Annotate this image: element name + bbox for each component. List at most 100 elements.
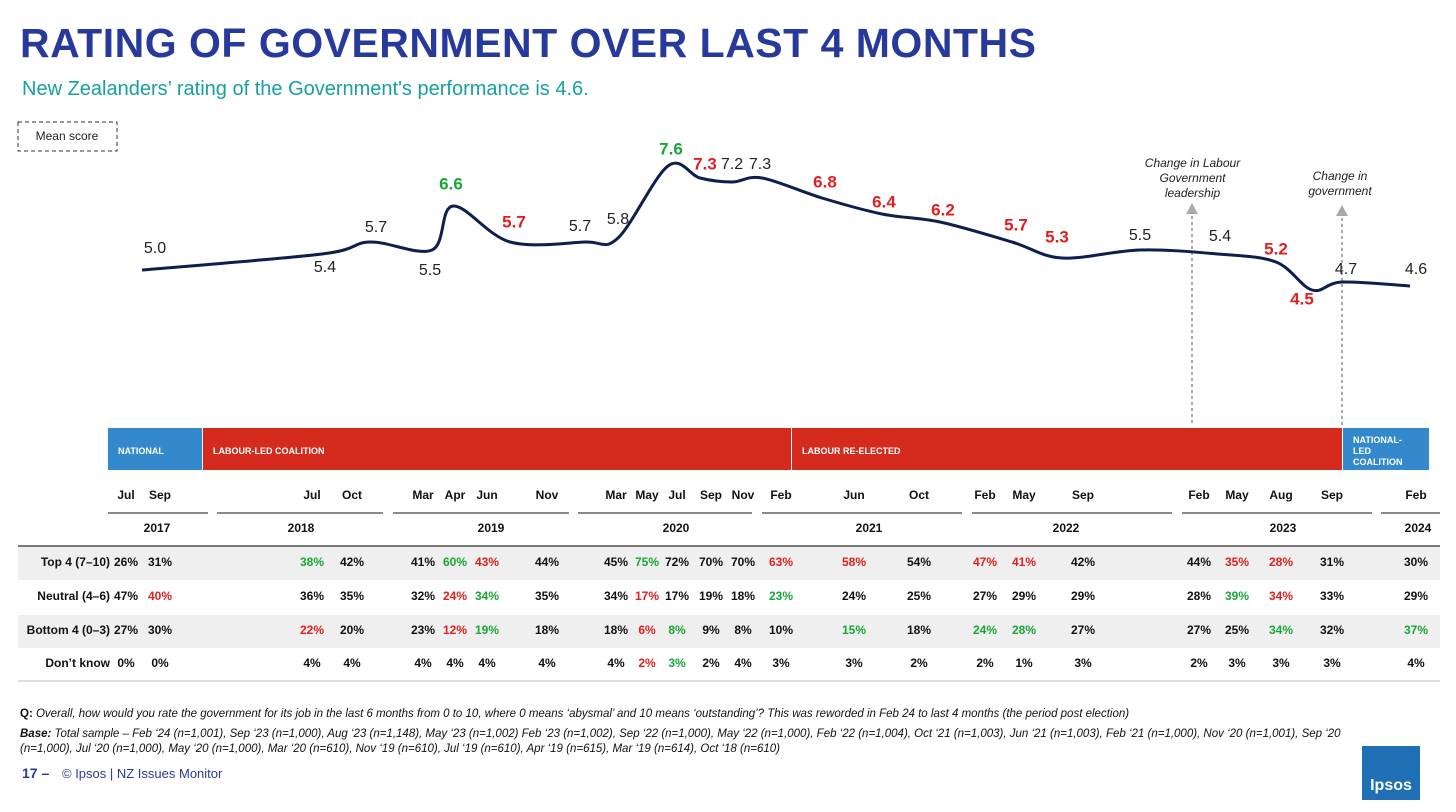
table-cell: 0% <box>151 656 169 670</box>
table-cell: 3% <box>1272 656 1290 670</box>
table-cell: 28% <box>1187 589 1211 603</box>
column-label: Jul <box>303 488 320 502</box>
table-cell: 37% <box>1404 623 1428 637</box>
value-label: 5.3 <box>1045 227 1069 246</box>
table-cell: 27% <box>114 623 138 637</box>
row-label: Neutral (4–6) <box>37 589 110 603</box>
table-cell: 19% <box>699 589 723 603</box>
page-number: 17 – <box>22 765 50 781</box>
table-cell: 27% <box>973 589 997 603</box>
arrow-head <box>1186 203 1198 214</box>
table-cell: 19% <box>475 623 499 637</box>
table-cell: 0% <box>117 656 135 670</box>
logo-text: Ipsos <box>1370 777 1412 794</box>
table-cell: 27% <box>1071 623 1095 637</box>
column-label: May <box>1225 488 1249 502</box>
table-cell: 10% <box>769 623 793 637</box>
question: Q: Overall, how would you rate the gover… <box>20 707 1380 722</box>
table-cell: 35% <box>340 589 364 603</box>
column-label: Sep <box>1072 488 1094 502</box>
band-label: NATIONAL <box>118 446 164 456</box>
value-label: 4.6 <box>1405 261 1427 278</box>
base: Base: Total sample – Feb ‘24 (n=1,001), … <box>20 727 1380 757</box>
table-cell: 29% <box>1071 589 1095 603</box>
value-label: 5.7 <box>569 218 591 235</box>
year-label: 2017 <box>144 521 171 535</box>
value-label: 6.4 <box>872 192 896 211</box>
column-label: Mar <box>412 488 434 502</box>
table-cell: 35% <box>535 589 559 603</box>
table-cell: 3% <box>1323 656 1341 670</box>
table-cell: 18% <box>535 623 559 637</box>
year-label: 2023 <box>1270 521 1297 535</box>
band-label: LABOUR RE-ELECTED <box>802 446 901 456</box>
column-label: Oct <box>909 488 929 502</box>
table-cell: 20% <box>340 623 364 637</box>
table-cell: 43% <box>475 555 499 569</box>
value-label: 7.2 <box>721 156 743 173</box>
value-label: 5.0 <box>144 240 166 257</box>
value-label: 5.7 <box>1004 215 1028 234</box>
table-cell: 2% <box>910 656 928 670</box>
column-label: Sep <box>700 488 722 502</box>
table-cell: 18% <box>731 589 755 603</box>
value-label: 5.2 <box>1264 239 1288 258</box>
table-cell: 9% <box>702 623 720 637</box>
column-label: Feb <box>1405 488 1426 502</box>
question-label: Q: <box>20 708 33 720</box>
band-label: LABOUR-LED COALITION <box>213 446 325 456</box>
column-label: Sep <box>1321 488 1343 502</box>
table-cell: 29% <box>1404 589 1428 603</box>
column-label: Feb <box>770 488 791 502</box>
column-label: Feb <box>1188 488 1209 502</box>
annotation: Change in government <box>1308 169 1372 198</box>
column-label: Jun <box>843 488 864 502</box>
table-cell: 8% <box>734 623 752 637</box>
table-cell: 38% <box>300 555 324 569</box>
column-label: Nov <box>732 488 755 502</box>
table-cell: 75% <box>635 555 659 569</box>
table-cell: 6% <box>638 623 656 637</box>
table-cell: 4% <box>303 656 321 670</box>
table-cell: 28% <box>1012 623 1036 637</box>
government-band: NATIONAL <box>108 428 203 470</box>
table-cell: 44% <box>1187 555 1211 569</box>
table-cell: 39% <box>1225 589 1249 603</box>
value-label: 4.5 <box>1290 289 1314 308</box>
line <box>141 161 1411 293</box>
table-cell: 72% <box>665 555 689 569</box>
value-label: 7.3 <box>749 156 771 173</box>
table-cell: 30% <box>1404 555 1428 569</box>
table-cell: 32% <box>411 589 435 603</box>
table-cell: 17% <box>635 589 659 603</box>
table-cell: 3% <box>668 656 686 670</box>
value-label: 5.4 <box>314 259 336 276</box>
table-cell: 18% <box>604 623 628 637</box>
table-cell: 63% <box>769 555 793 569</box>
table-cell: 28% <box>1269 555 1293 569</box>
year-label: 2024 <box>1405 521 1432 535</box>
column-label: Jul <box>668 488 685 502</box>
table-cell: 54% <box>907 555 931 569</box>
row-label: Bottom 4 (0–3) <box>27 623 110 637</box>
value-label: 5.7 <box>502 212 526 231</box>
table-cell: 36% <box>300 589 324 603</box>
column-label: May <box>635 488 659 502</box>
table-cell: 4% <box>343 656 361 670</box>
column-label: Apr <box>445 488 466 502</box>
value-label: 5.4 <box>1209 228 1231 245</box>
table-cell: 34% <box>475 589 499 603</box>
table-cell: 60% <box>443 555 467 569</box>
table-cell: 41% <box>1012 555 1036 569</box>
table-cell: 4% <box>1407 656 1425 670</box>
subtitle: New Zealanders’ rating of the Government… <box>22 78 589 100</box>
table-cell: 70% <box>699 555 723 569</box>
table-cell: 34% <box>604 589 628 603</box>
table-cell: 24% <box>842 589 866 603</box>
row-background <box>18 615 1440 648</box>
value-label: 4.7 <box>1335 261 1357 278</box>
table-cell: 32% <box>1320 623 1344 637</box>
column-label: Nov <box>536 488 559 502</box>
